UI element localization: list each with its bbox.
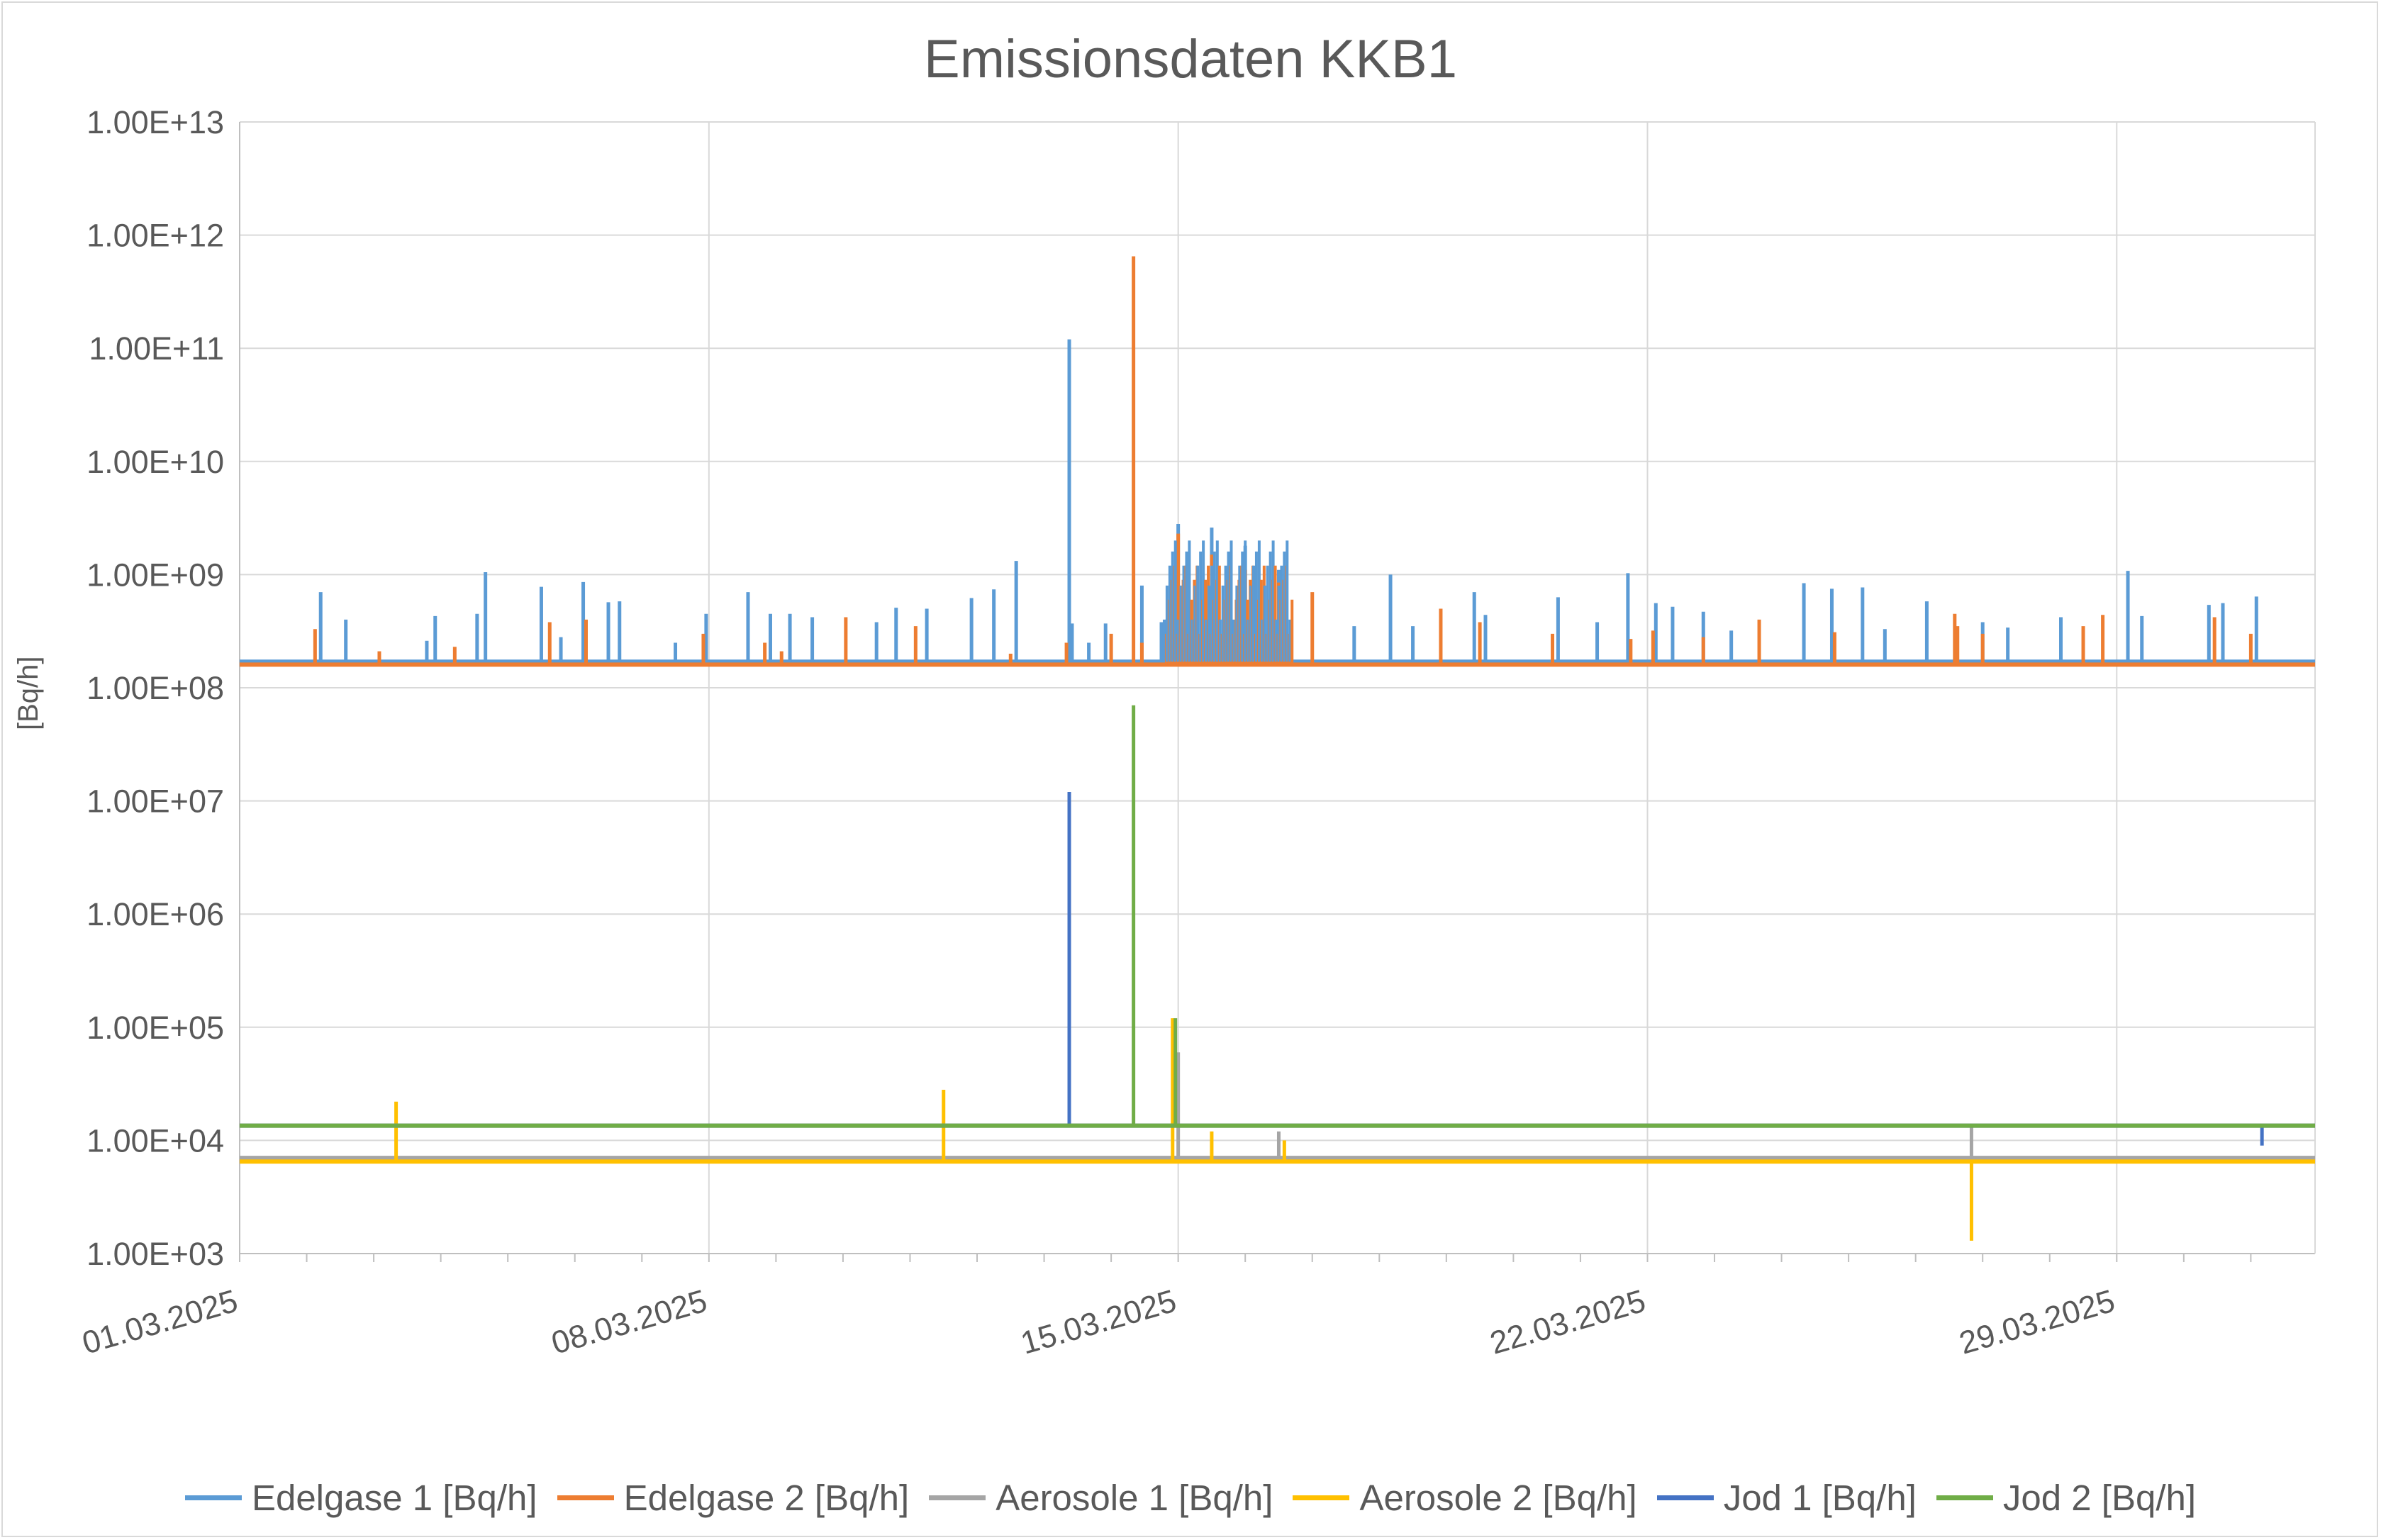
legend-label: Aerosole 2 [Bq/h] [1359, 1477, 1637, 1518]
y-tick-label: 1.00E+10 [87, 444, 224, 480]
series-3 [240, 1052, 2315, 1161]
legend-item: Aerosole 1 [Bq/h] [929, 1477, 1273, 1519]
y-tick-label: 1.00E+08 [87, 670, 224, 706]
legend: Edelgase 1 [Bq/h] Edelgase 2 [Bq/h] Aeroso… [0, 1469, 2381, 1526]
edelgase-dense-band [1162, 540, 1294, 665]
series-lines [240, 256, 2315, 1241]
grid-lines [239, 121, 2316, 1262]
legend-item: Aerosole 2 [Bq/h] [1293, 1477, 1637, 1519]
y-tick-label: 1.00E+05 [87, 1010, 224, 1046]
legend-item: Edelgase 2 [Bq/h] [557, 1477, 910, 1519]
legend-label: Jod 2 [Bq/h] [2002, 1477, 2197, 1518]
legend-item: Jod 1 [Bq/h] [1656, 1477, 1917, 1519]
legend-swatch [1656, 1495, 1714, 1500]
x-tick-label: 22.03.2025 [1486, 1283, 1650, 1361]
y-tick-label: 1.00E+09 [87, 557, 224, 593]
legend-swatch [929, 1495, 986, 1500]
series-5 [240, 791, 2315, 1146]
legend-swatch [1293, 1495, 1350, 1500]
y-tick-label: 1.00E+13 [87, 104, 224, 140]
y-tick-label: 1.00E+12 [87, 218, 224, 254]
legend-item: Edelgase 1 [Bq/h] [184, 1477, 537, 1519]
legend-label: Edelgase 2 [Bq/h] [623, 1477, 910, 1518]
y-tick-label: 1.00E+11 [89, 330, 224, 367]
legend-swatch [557, 1495, 614, 1500]
legend-label: Jod 1 [Bq/h] [1723, 1477, 1917, 1518]
legend-swatch [1936, 1495, 1993, 1500]
y-tick-label: 1.00E+07 [87, 783, 224, 820]
y-tick-label: 1.00E+06 [87, 896, 224, 932]
y-tick-label: 1.00E+03 [87, 1236, 224, 1272]
legend-label: Edelgase 1 [Bq/h] [251, 1477, 537, 1518]
x-tick-label: 29.03.2025 [1955, 1283, 2119, 1361]
x-tick-label: 08.03.2025 [547, 1283, 711, 1361]
x-tick-label: 01.03.2025 [78, 1283, 242, 1361]
x-tick-label: 15.03.2025 [1017, 1283, 1181, 1361]
series-6 [240, 705, 2315, 1128]
y-tick-labels: 1.00E+03 1.00E+04 1.00E+05 1.00E+06 1.00E+07… [87, 104, 224, 1272]
legend-swatch [184, 1495, 242, 1500]
legend-item: Jod 2 [Bq/h] [1936, 1477, 2196, 1519]
y-tick-label: 1.00E+04 [87, 1122, 224, 1159]
chart-title: Emissionsdaten KKB1 [924, 29, 1457, 89]
legend-label: Aerosole 1 [Bq/h] [996, 1477, 1273, 1518]
x-tick-labels: 01.03.2025 08.03.2025 15.03.2025 22.03.2025… [78, 1283, 2119, 1361]
series-4 [240, 1018, 2315, 1241]
